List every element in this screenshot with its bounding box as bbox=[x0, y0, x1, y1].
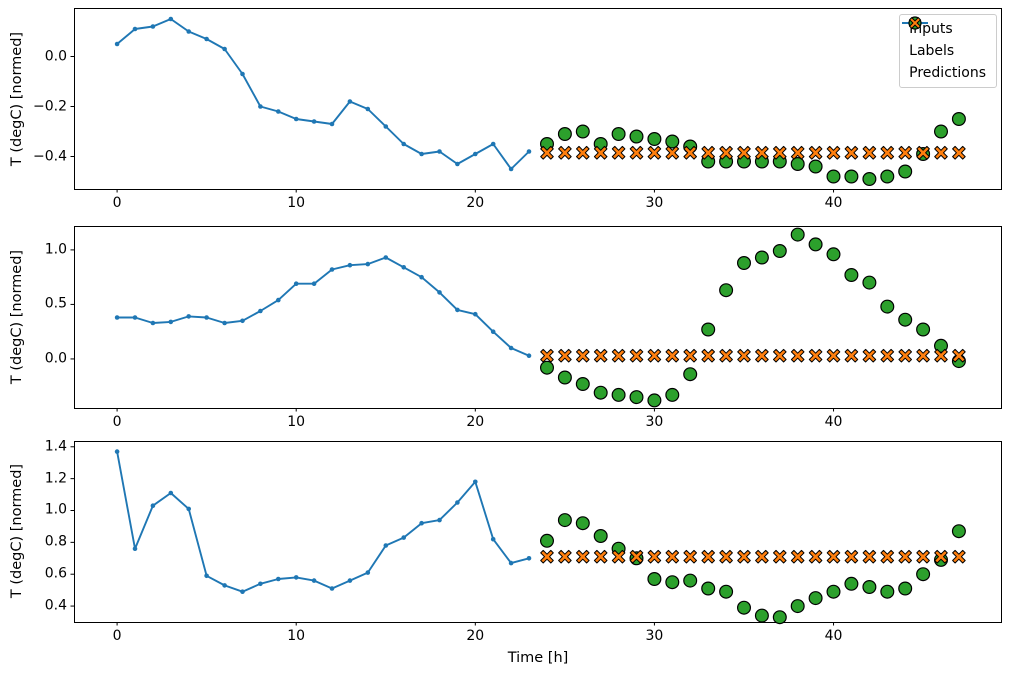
plot-area-2 bbox=[70, 227, 966, 412]
y-tick-label: 0.5 bbox=[44, 296, 67, 313]
y-axis-label-middle: T (degC) [normed] bbox=[9, 249, 25, 385]
legend-label-labels: Labels bbox=[909, 43, 955, 59]
series-inputs bbox=[114, 16, 532, 172]
y-tick-label: −0.4 bbox=[33, 148, 67, 165]
legend-marker-predictions-icon bbox=[909, 16, 922, 30]
y-axis-label-bottom: T (degC) [normed] bbox=[9, 463, 25, 599]
x-tick-label: 0 bbox=[112, 414, 122, 430]
y-tick-label: −0.2 bbox=[33, 98, 67, 115]
axis-ticks bbox=[70, 446, 835, 626]
x-tick-label: 10 bbox=[287, 414, 306, 430]
y-axis-label-top: T (degC) [normed] bbox=[9, 31, 25, 167]
legend: Inputs Labels Predictions bbox=[899, 14, 997, 88]
y-tick-label: 1.4 bbox=[44, 438, 67, 455]
legend-item-labels: Labels bbox=[908, 16, 986, 59]
y-tick-label: 0.6 bbox=[44, 565, 67, 582]
plot-area-3 bbox=[70, 446, 966, 626]
y-tick-label: 0.0 bbox=[44, 350, 67, 367]
y-tick-label: 0.0 bbox=[44, 48, 67, 65]
x-tick-label: 10 bbox=[287, 195, 306, 211]
x-axis-title: Time [h] bbox=[507, 650, 569, 666]
x-tick-label: 40 bbox=[824, 414, 843, 430]
axis-ticks bbox=[70, 249, 835, 412]
x-tick-label: 20 bbox=[466, 195, 485, 211]
y-tick-label: 1.2 bbox=[44, 470, 67, 487]
x-tick-label: 0 bbox=[112, 628, 122, 644]
x-tick-label: 20 bbox=[466, 414, 485, 430]
series-labels bbox=[540, 227, 966, 408]
y-tick-label: 1.0 bbox=[44, 241, 67, 258]
subplot-bottom: 0 10 20 30 40 1.4 1.2 1.0 0.8 0.6 0.4 bbox=[45, 439, 1002, 643]
x-tick-label: 10 bbox=[287, 628, 306, 644]
x-tick-label: 40 bbox=[824, 195, 843, 211]
plot-area-1 bbox=[70, 16, 966, 193]
series-inputs bbox=[114, 449, 532, 594]
series-predictions bbox=[540, 348, 966, 363]
x-tick-label: 30 bbox=[645, 195, 664, 211]
legend-item-predictions: Predictions bbox=[909, 16, 986, 81]
series-predictions bbox=[540, 145, 966, 160]
series-labels bbox=[540, 111, 966, 187]
x-tick-label: 40 bbox=[824, 628, 843, 644]
subplot-top: Inputs Labels Predictions 0 10 20 30 40 0.0 −0… bbox=[33, 8, 1002, 210]
y-tick-label: 0.4 bbox=[44, 597, 67, 614]
y-tick-label: 0.8 bbox=[44, 534, 67, 551]
legend-label-predictions: Predictions bbox=[909, 65, 986, 81]
x-tick-label: 30 bbox=[645, 414, 664, 430]
series-inputs bbox=[114, 255, 532, 358]
subplot-middle: 0 10 20 30 40 1.0 0.5 0.0 bbox=[45, 226, 1002, 429]
axis-ticks bbox=[70, 56, 835, 193]
x-tick-label: 30 bbox=[645, 628, 664, 644]
x-tick-label: 0 bbox=[112, 195, 122, 211]
series-labels bbox=[540, 513, 966, 625]
y-tick-label: 1.0 bbox=[44, 502, 67, 519]
x-tick-label: 20 bbox=[466, 628, 485, 644]
series-predictions bbox=[540, 549, 966, 564]
